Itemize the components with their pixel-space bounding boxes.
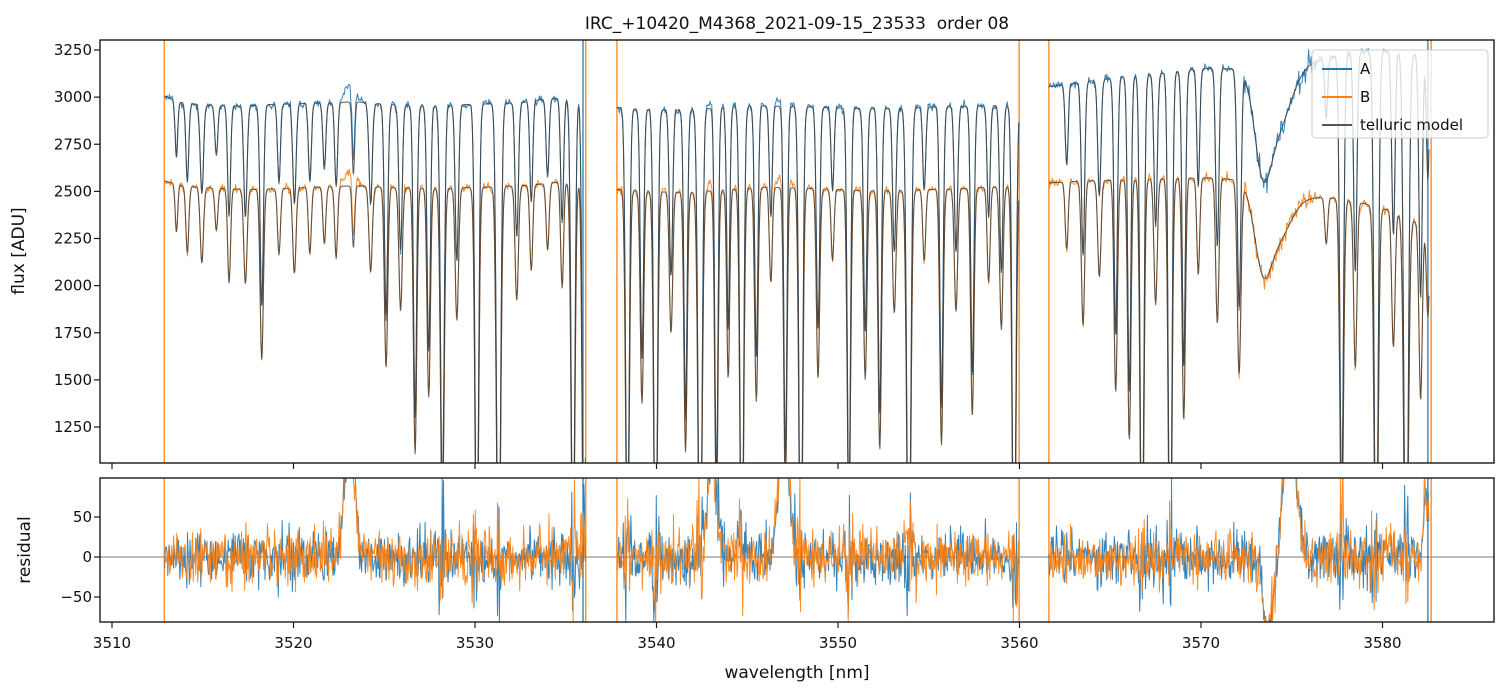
legend-label-a: A (1360, 60, 1371, 78)
telluric-model-line-b (1048, 177, 1430, 463)
telluric-model-line-a (616, 105, 1020, 463)
x-tick-label: 3530 (456, 634, 494, 652)
telluric-model-line-a (164, 95, 584, 463)
residual-B-line (1048, 478, 1430, 622)
flux-tick-label: 2500 (54, 182, 92, 200)
telluric-model-line-b (164, 180, 583, 463)
flux-axis-label: flux [ADU] (9, 207, 29, 294)
x-tick-label: 3540 (637, 634, 675, 652)
residual-B-line (164, 478, 586, 622)
x-tick-label: 3550 (819, 634, 857, 652)
residual-tick-label: 50 (73, 508, 92, 526)
flux-panel-border (99, 39, 1495, 464)
flux-tick-label: 2250 (54, 230, 92, 248)
x-tick-label: 3570 (1182, 634, 1220, 652)
residual-B-line (616, 478, 1020, 622)
flux-tick-label: 2000 (54, 277, 92, 295)
flux-tick-label: 3250 (54, 41, 92, 59)
legend: A B telluric model (1311, 49, 1489, 139)
x-tick-label: 3560 (1000, 634, 1038, 652)
chart-title: IRC_+10420_M4368_2021-09-15_23533 order … (585, 14, 1009, 34)
residual-tick-label: −50 (60, 588, 92, 606)
x-tick-label: 3510 (93, 634, 131, 652)
flux-tick-label: 2750 (54, 135, 92, 153)
flux-tick-label: 1750 (54, 324, 92, 342)
residual-tick-label: 0 (82, 548, 92, 566)
x-tick-label: 3580 (1363, 634, 1401, 652)
x-tick-label: 3520 (274, 634, 312, 652)
x-axis-label: wavelength [nm] (724, 663, 869, 683)
flux-tick-label: 1250 (54, 418, 92, 436)
residual-panel: 3510 3520 3530 3540 3550 3560 3570 3580 50 0 −50 r… (15, 477, 1495, 652)
flux-tick-label: 1500 (54, 371, 92, 389)
flux-tick-label: 3000 (54, 88, 92, 106)
telluric-model-line-b (616, 186, 1020, 463)
legend-label-b: B (1360, 88, 1370, 106)
residual-axis-label: residual (15, 516, 35, 583)
residual-panel-border (99, 477, 1495, 623)
legend-label-telluric-model: telluric model (1360, 116, 1463, 134)
legend-box (1311, 49, 1489, 139)
